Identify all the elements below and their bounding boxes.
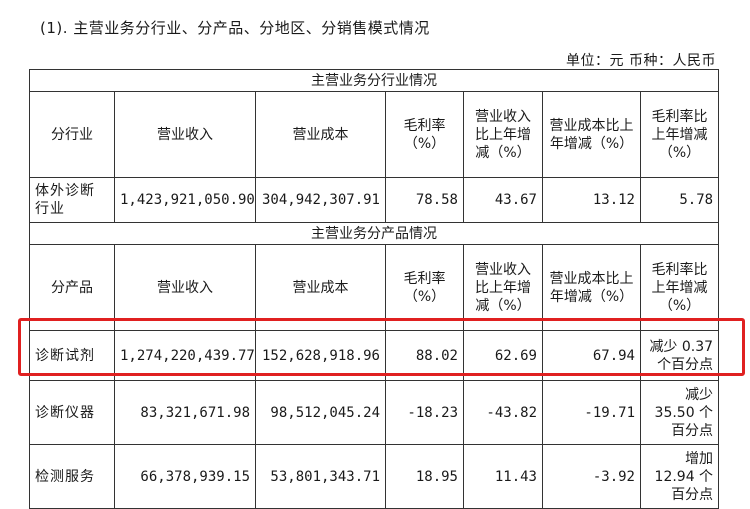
margin-cell: 88.02	[385, 330, 464, 381]
table-row: 诊断试剂 1,274,220,439.77 152,628,918.96 88.…	[29, 330, 720, 381]
col-header: 营业成本	[255, 91, 386, 178]
revenue-cell: 66,378,939.15	[114, 444, 256, 509]
cost-cell: 304,942,307.91	[255, 177, 386, 223]
cost-cell: 152,628,918.96	[255, 330, 386, 381]
margin-change-cell: 减少 35.50 个百分点	[639, 380, 720, 445]
row-label: 诊断试剂	[29, 330, 115, 381]
cost-change-cell: -19.71	[542, 380, 641, 445]
cost-change-cell: -3.92	[542, 444, 641, 509]
cost-cell: 53,801,343.71	[255, 444, 386, 509]
margin-change-cell: 增加 12.94 个百分点	[639, 444, 720, 509]
cost-cell: 98,512,045.24	[255, 380, 386, 445]
col-header: 营业收入比上年增减（%）	[463, 244, 543, 331]
col-header: 分行业	[29, 91, 115, 178]
cost-change-cell: 13.12	[542, 177, 641, 223]
rev-change-cell: 11.43	[463, 444, 543, 509]
col-header: 毛利率比上年增减（%）	[639, 244, 720, 331]
rev-change-cell: -43.82	[463, 380, 543, 445]
header-row-product: 分产品 营业收入 营业成本 毛利率（%） 营业收入比上年增减（%） 营业成本比上…	[29, 244, 720, 331]
col-header: 毛利率比上年增减（%）	[639, 91, 720, 178]
section-heading: (1). 主营业务分行业、分产品、分地区、分销售模式情况	[40, 19, 430, 37]
col-header: 营业收入	[114, 91, 256, 178]
unit-note: 单位：元 币种：人民币	[566, 53, 716, 69]
table-row: 体外诊断行业 1,423,921,050.90 304,942,307.91 7…	[29, 177, 720, 223]
col-header: 营业收入	[114, 244, 256, 331]
table-row: 检测服务 66,378,939.15 53,801,343.71 18.95 1…	[29, 444, 720, 509]
row-label: 体外诊断行业	[29, 177, 115, 223]
col-header: 分产品	[29, 244, 115, 331]
col-header: 营业成本比上年增减（%）	[542, 91, 641, 178]
margin-change-cell: 减少 0.37 个百分点	[639, 330, 720, 381]
col-header: 营业收入比上年增减（%）	[463, 91, 543, 178]
section-title-product: 主营业务分产品情况	[28, 222, 720, 245]
rev-change-cell: 62.69	[463, 330, 543, 381]
revenue-cell: 1,274,220,439.77	[114, 330, 256, 381]
header-row-industry: 分行业 营业收入 营业成本 毛利率（%） 营业收入比上年增减（%） 营业成本比上…	[29, 91, 720, 178]
rev-change-cell: 43.67	[463, 177, 543, 223]
revenue-cell: 1,423,921,050.90	[114, 177, 256, 223]
col-header: 营业成本	[255, 244, 386, 331]
table-row: 诊断仪器 83,321,671.98 98,512,045.24 -18.23 …	[29, 380, 720, 445]
section-title-industry: 主营业务分行业情况	[28, 69, 720, 92]
col-header: 毛利率（%）	[385, 91, 464, 178]
row-label: 诊断仪器	[29, 380, 115, 445]
margin-cell: 18.95	[385, 444, 464, 509]
revenue-cell: 83,321,671.98	[114, 380, 256, 445]
section-row-product: 主营业务分产品情况	[28, 222, 720, 245]
margin-cell: -18.23	[385, 380, 464, 445]
row-label: 检测服务	[29, 444, 115, 509]
col-header: 毛利率（%）	[385, 244, 464, 331]
col-header: 营业成本比上年增减（%）	[542, 244, 641, 331]
business-table: 主营业务分行业情况 分行业 营业收入 营业成本 毛利率（%） 营业收入比上年增减…	[28, 69, 720, 509]
section-row-industry: 主营业务分行业情况	[28, 69, 720, 92]
margin-cell: 78.58	[385, 177, 464, 223]
margin-change-cell: 5.78	[639, 177, 720, 223]
cost-change-cell: 67.94	[542, 330, 641, 381]
